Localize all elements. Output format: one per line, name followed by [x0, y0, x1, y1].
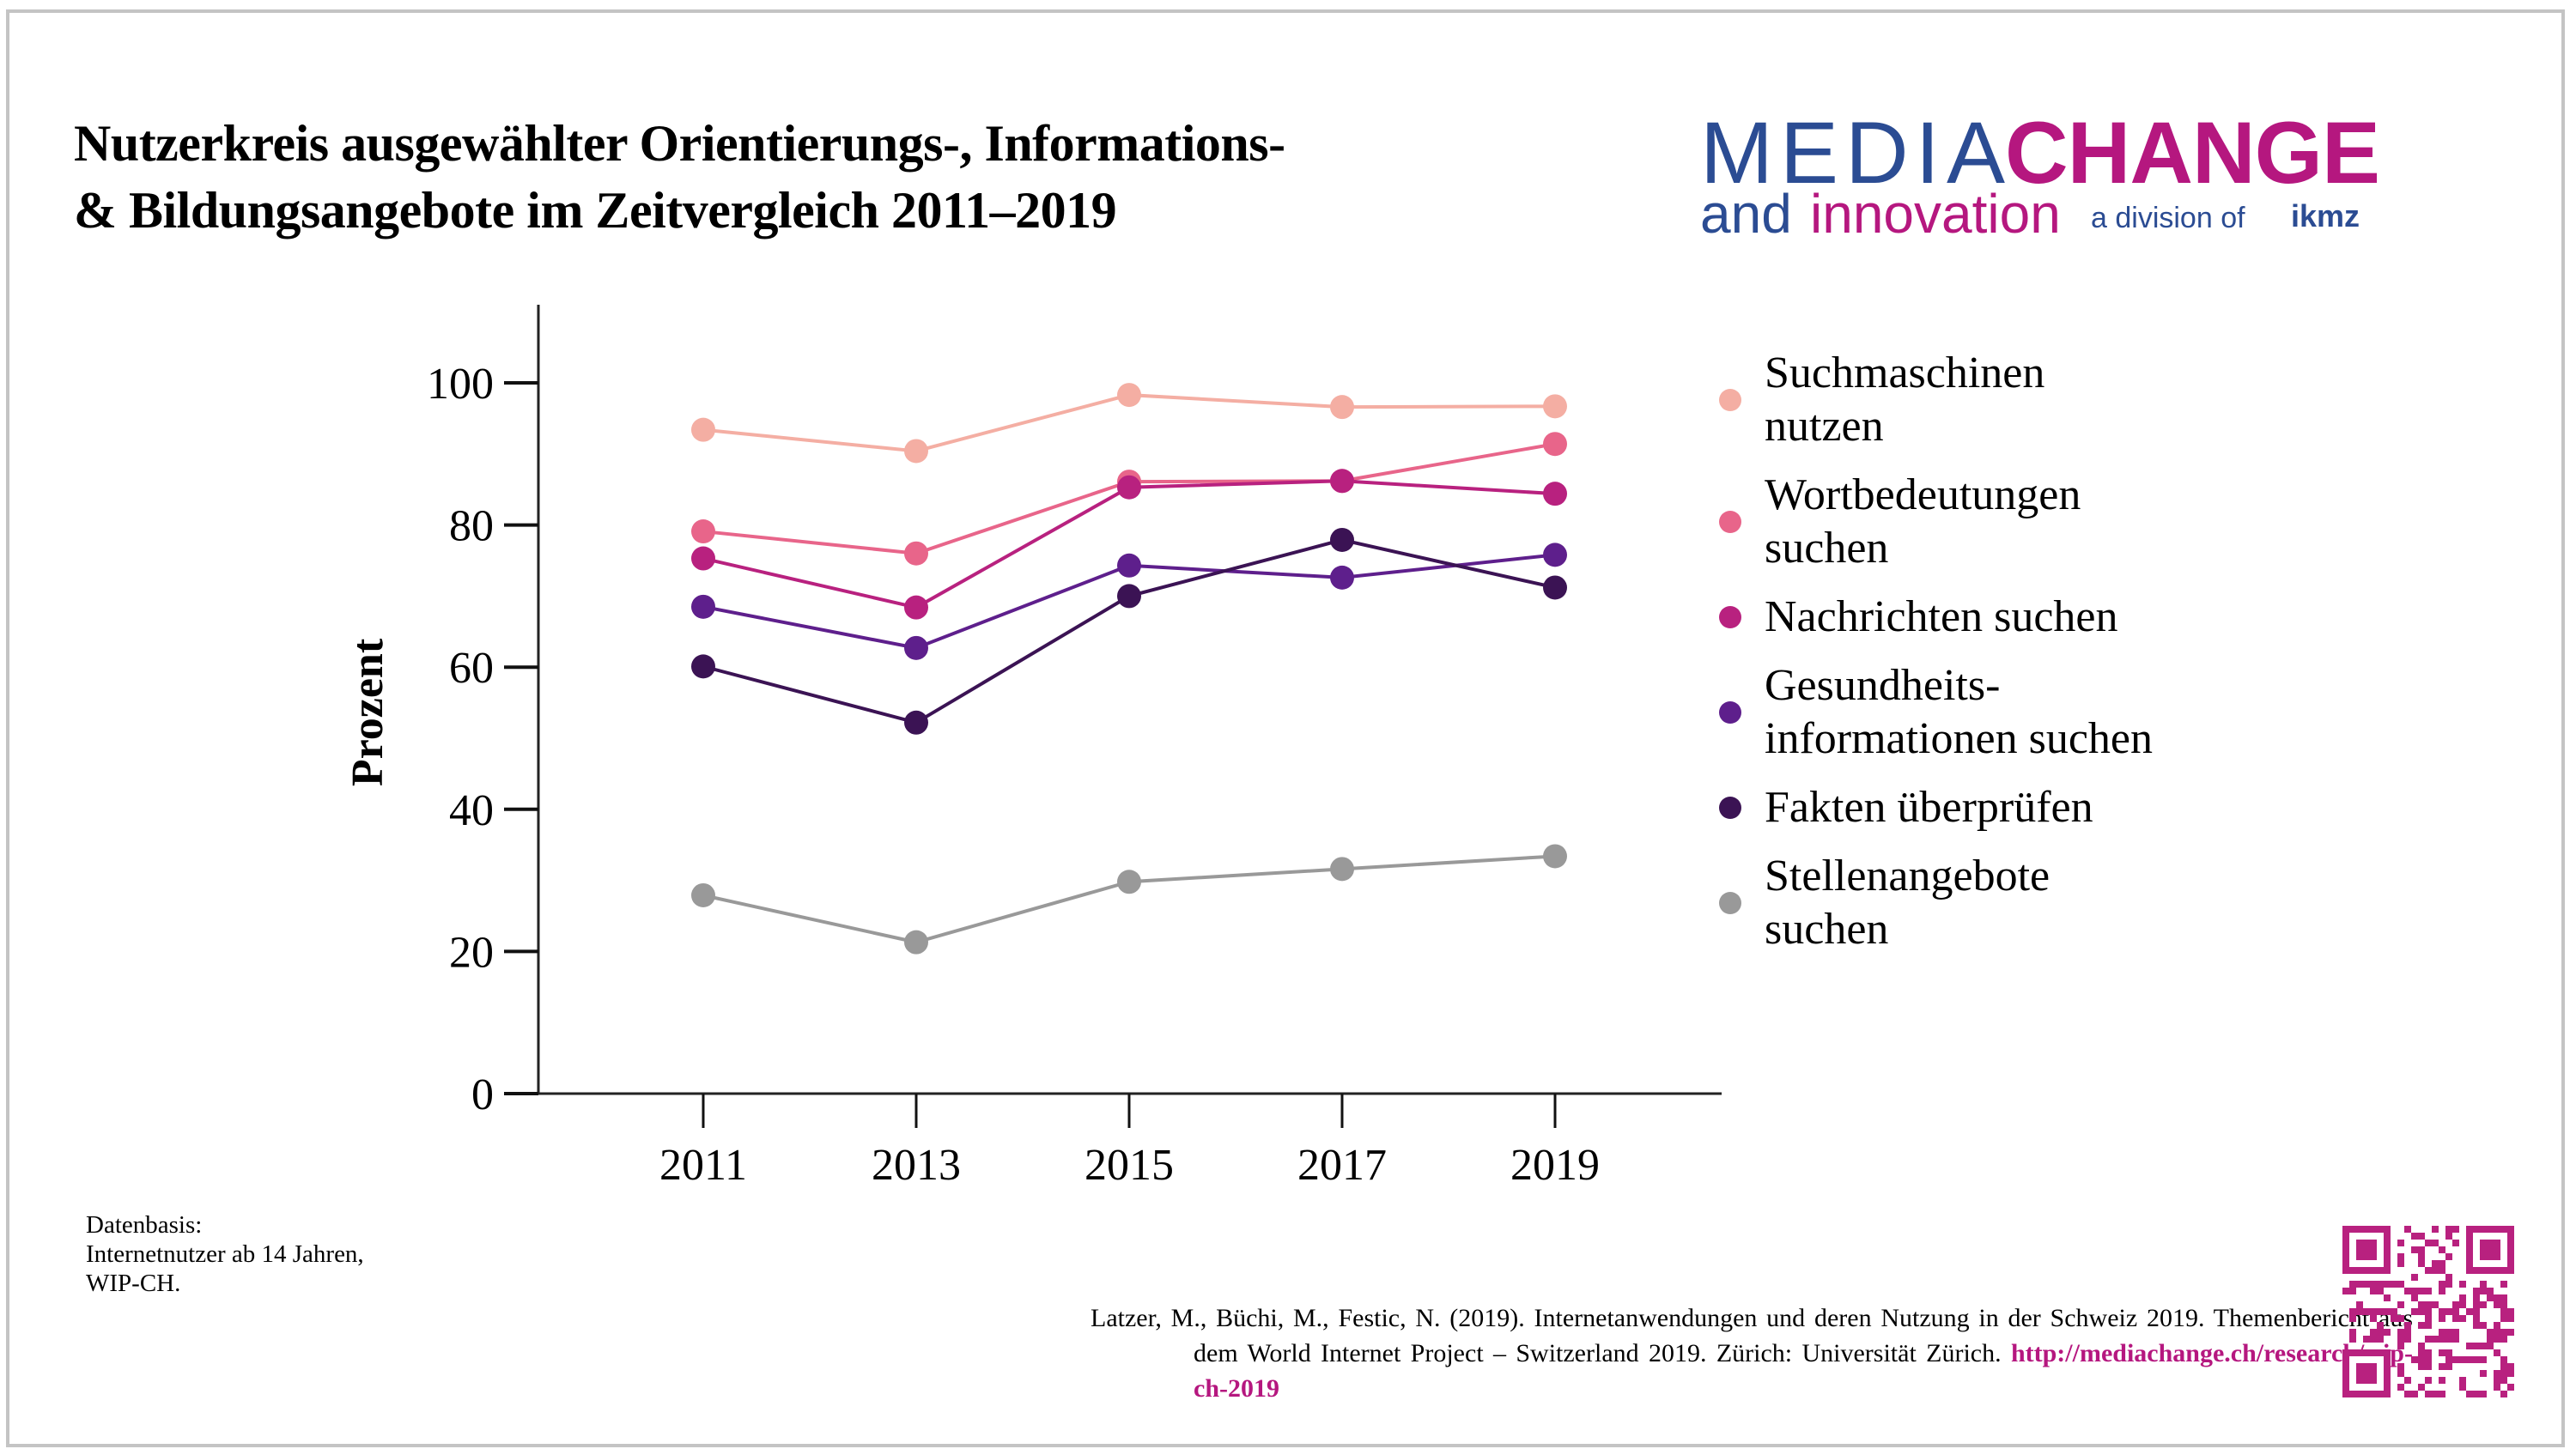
y-tick-label: 80 — [449, 502, 494, 551]
legend-marker-icon — [1719, 701, 1741, 724]
logo-change: CHANGE — [2005, 104, 2380, 202]
source-line-3: WIP-CH. — [86, 1270, 181, 1297]
legend-item: Suchmaschinen nutzen — [1717, 347, 2250, 453]
data-point — [1543, 575, 1567, 600]
data-point — [1330, 527, 1354, 552]
x-tick-label: 2017 — [1297, 1141, 1387, 1190]
data-point — [1117, 584, 1141, 609]
legend-item: Gesundheits-informationen suchen — [1717, 659, 2250, 766]
series-line-5 — [702, 854, 1556, 944]
source-line-2: Internetnutzer ab 14 Jahren, — [86, 1240, 364, 1268]
logo-innovation: innovation — [1810, 183, 2061, 245]
legend-label: Wortbedeutungen — [1765, 470, 2081, 519]
legend-label: suchen — [1765, 524, 1889, 573]
x-tick-label: 2015 — [1084, 1141, 1174, 1190]
y-axis-label: Prozent — [343, 638, 392, 786]
y-tick-label: 0 — [471, 1070, 494, 1119]
logo-and: and — [1700, 183, 1792, 245]
legend-marker-icon — [1719, 606, 1741, 628]
legend-marker-icon — [1719, 389, 1741, 411]
legend-label: Nachrichten suchen — [1765, 592, 2118, 641]
y-tick-label: 40 — [449, 786, 494, 835]
legend-item: Nachrichten suchen — [1717, 591, 2250, 644]
data-point — [1117, 383, 1141, 408]
data-point — [1117, 553, 1141, 578]
data-point — [1117, 475, 1141, 500]
data-point — [1330, 469, 1354, 494]
mediachange-logo: MEDIA CHANGE and innovation a division o… — [1700, 104, 2380, 244]
title-line-2: & Bildungsangebote im Zeitvergleich 2011… — [74, 182, 1117, 239]
data-point — [691, 654, 715, 679]
title-line-1: Nutzerkreis ausgewählter Orientierungs-,… — [74, 115, 1285, 172]
data-point — [904, 541, 928, 566]
data-point — [1330, 395, 1354, 420]
data-point — [1543, 482, 1567, 506]
y-tick-label: 60 — [449, 644, 494, 693]
series-points — [691, 383, 1567, 955]
x-tick-label: 2011 — [659, 1141, 747, 1190]
data-point — [1543, 844, 1567, 869]
legend-marker-icon — [1719, 797, 1741, 819]
y-tick-label: 100 — [427, 360, 494, 409]
legend-label: Fakten überprüfen — [1765, 783, 2093, 832]
chart-legend: Suchmaschinen nutzen Wortbedeutungen suchen… — [1717, 347, 2250, 972]
citation-text: Latzer, M., Büchi, M., Festic, N. (2019)… — [1091, 1304, 2413, 1367]
data-point — [904, 635, 928, 660]
chart-axes: 0 20 40 60 80 100 2011 2013 2015 2017 2019 — [427, 305, 1722, 1190]
source-line-1: Datenbasis: — [86, 1211, 203, 1239]
legend-item: Wortbedeutungen suchen — [1717, 469, 2250, 575]
data-source-note: Datenbasis: Internetnutzer ab 14 Jahren,… — [86, 1210, 364, 1298]
legend-label: Stellenangebote — [1765, 852, 2050, 900]
citation: Latzer, M., Büchi, M., Festic, N. (2019)… — [1091, 1300, 2413, 1406]
data-point — [904, 710, 928, 735]
legend-marker-icon — [1719, 892, 1741, 914]
logo-ikmz: ikmz — [2291, 198, 2360, 233]
logo-media: MEDIA — [1700, 104, 2013, 202]
legend-item: Fakten überprüfen — [1717, 781, 2250, 834]
qr-code-icon — [2342, 1226, 2514, 1397]
data-point — [1330, 565, 1354, 590]
legend-label: Suchmaschinen — [1765, 349, 2045, 397]
legend-marker-icon — [1719, 511, 1741, 533]
logo-division: a division of — [2091, 202, 2245, 234]
data-point — [1330, 857, 1354, 882]
data-point — [904, 439, 928, 464]
chart-title: Nutzerkreis ausgewählter Orientierungs-,… — [74, 110, 1285, 244]
slide-frame — [6, 9, 2565, 1447]
data-point — [691, 519, 715, 544]
legend-label: suchen — [1765, 905, 1889, 954]
legend-label: nutzen — [1765, 402, 1884, 451]
data-point — [691, 882, 715, 907]
data-point — [1543, 432, 1567, 457]
data-point — [1117, 870, 1141, 894]
legend-item: Stellenangebote suchen — [1717, 850, 2250, 956]
data-point — [691, 417, 715, 442]
legend-label: Gesundheits- — [1765, 661, 2001, 710]
x-tick-label: 2013 — [872, 1141, 961, 1190]
legend-label: informationen suchen — [1765, 714, 2153, 763]
x-tick-label: 2019 — [1510, 1141, 1600, 1190]
y-tick-label: 20 — [449, 928, 494, 977]
data-point — [1543, 394, 1567, 419]
data-point — [691, 594, 715, 619]
data-point — [691, 546, 715, 571]
data-point — [1543, 543, 1567, 567]
data-point — [904, 930, 928, 955]
data-point — [904, 595, 928, 620]
